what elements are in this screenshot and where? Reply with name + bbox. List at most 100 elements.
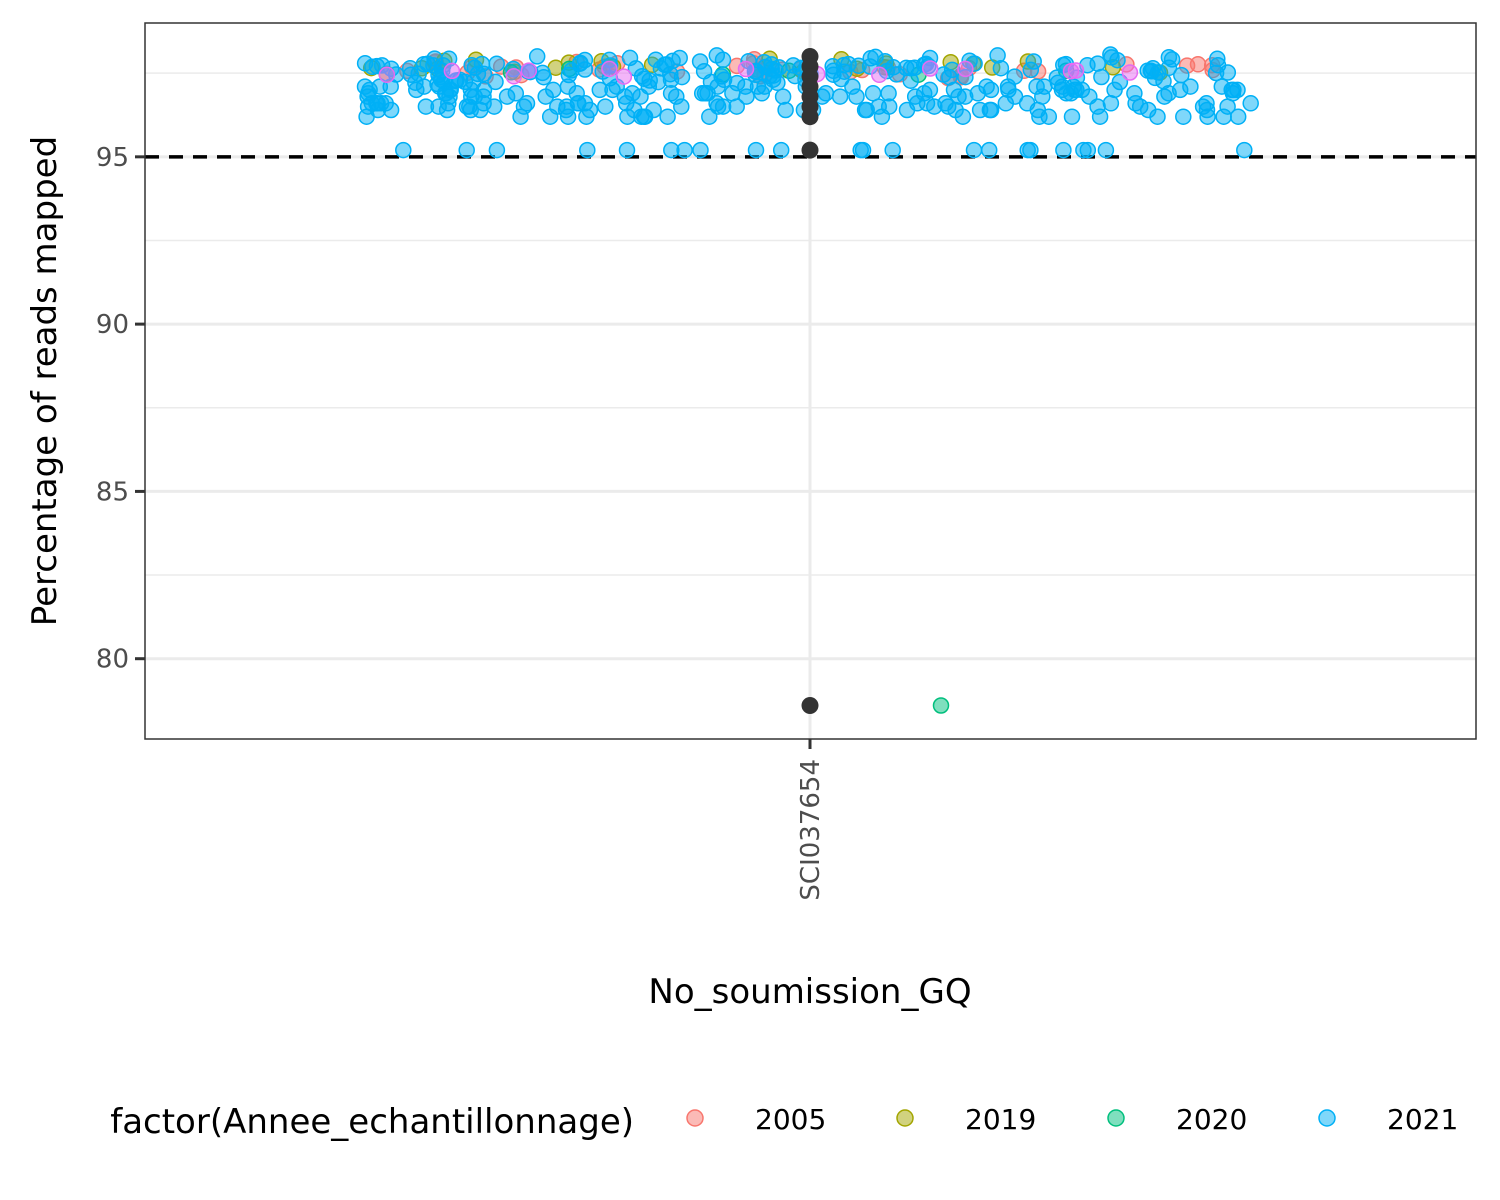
data-point-2021: [1209, 50, 1226, 68]
y-axis-title: Percentage of reads mapped: [25, 136, 65, 626]
data-point-2021: [1175, 108, 1192, 125]
data-point-2021: [401, 59, 419, 77]
data-point-2021: [965, 141, 983, 159]
data-point-other: [615, 68, 633, 85]
x-axis-ticks: SCI037654: [796, 739, 826, 901]
summary-points: [801, 48, 819, 714]
data-point-2021: [597, 98, 614, 115]
legend-label-2020: 2020: [1176, 1103, 1247, 1136]
data-point-2021: [753, 85, 771, 102]
data-point-other: [871, 66, 888, 84]
data-point-2021: [632, 88, 649, 105]
data-point-2021: [458, 141, 475, 159]
data-point-2021: [898, 101, 916, 119]
data-point-2021: [902, 72, 919, 89]
data-point-2021: [1219, 98, 1236, 115]
data-point-2021: [854, 141, 872, 159]
data-point-2021: [1229, 81, 1246, 99]
data-point-2021: [728, 98, 745, 115]
y-tick-label: 95: [96, 143, 129, 173]
data-point-2021: [408, 81, 425, 99]
data-point-2021: [673, 98, 690, 115]
data-point-2021: [714, 98, 732, 115]
data-point-2020: [932, 697, 950, 714]
data-point-2021: [635, 108, 653, 125]
data-point-2021: [926, 98, 943, 115]
data-point-2021: [982, 81, 1000, 99]
data-point-2021: [856, 101, 874, 119]
legend-label-2019: 2019: [965, 1103, 1036, 1136]
data-point-2021: [673, 68, 691, 86]
data-point-2021: [604, 81, 621, 99]
data-point-2021: [458, 98, 476, 115]
data-point-other: [601, 60, 618, 78]
legend-key-2005: [686, 1109, 704, 1127]
data-point-2021: [692, 141, 709, 159]
data-point-2021: [1102, 46, 1119, 63]
data-point-2021: [1131, 98, 1149, 115]
data-point-2021: [441, 88, 458, 105]
y-tick-label: 85: [96, 477, 129, 507]
data-point-2021: [1229, 108, 1247, 125]
legend-label-2005: 2005: [755, 1103, 826, 1136]
data-point-2021: [1019, 141, 1036, 159]
data-point-2021: [578, 108, 595, 125]
data-point-other: [505, 68, 523, 85]
data-point-2021: [621, 49, 639, 67]
data-point-other: [921, 60, 939, 77]
data-point-2021: [1055, 141, 1072, 159]
summary-point: [801, 697, 819, 714]
data-point-2021: [528, 48, 546, 65]
data-point-2021: [1106, 81, 1123, 99]
data-point-2021: [417, 98, 435, 115]
data-point-2021: [647, 51, 665, 68]
data-point-2021: [671, 49, 688, 67]
data-point-2021: [1102, 95, 1120, 112]
data-point-2021: [1075, 141, 1092, 159]
y-tick-label: 80: [96, 645, 129, 675]
x-tick-label: SCI037654: [796, 759, 826, 901]
data-point-2021: [1194, 98, 1212, 115]
legend-key-2019: [896, 1109, 914, 1127]
data-point-2021: [576, 51, 594, 69]
data-point-2021: [980, 141, 998, 159]
data-point-2021: [772, 141, 790, 159]
data-point-2021: [487, 73, 504, 91]
data-point-2021: [708, 47, 726, 64]
data-point-2021: [1089, 98, 1106, 115]
data-point-2021: [485, 98, 503, 115]
data-point-2021: [989, 47, 1006, 64]
data-point-2021: [981, 101, 999, 119]
data-point-2021: [1149, 108, 1166, 125]
data-point-2021: [738, 88, 755, 105]
data-point-2021: [1146, 69, 1164, 87]
data-point-2021: [1031, 108, 1048, 125]
data-point-2021: [619, 108, 636, 125]
data-point-2021: [618, 141, 636, 159]
data-point-2021: [659, 108, 676, 125]
data-point-2021: [676, 141, 693, 159]
data-point-2021: [616, 88, 634, 105]
data-point-2021: [498, 88, 516, 105]
data-point-other: [1121, 64, 1139, 81]
y-tick-label: 90: [96, 310, 129, 340]
data-point-2021: [515, 98, 533, 115]
data-point-2021: [777, 101, 794, 119]
data-point-2021: [1242, 95, 1259, 112]
data-point-other: [378, 66, 396, 84]
data-point-2021: [1160, 48, 1178, 66]
data-point-2021: [466, 59, 484, 77]
summary-point: [801, 141, 819, 159]
legend-key-2020: [1107, 1109, 1125, 1127]
data-point-2021: [1236, 141, 1253, 159]
summary-point: [801, 108, 819, 126]
data-point-other: [520, 62, 538, 79]
data-point-2021: [867, 48, 884, 66]
data-point-2021: [693, 85, 711, 102]
data-point-2021: [870, 98, 887, 115]
data-point-2021: [954, 108, 972, 125]
data-point-2021: [535, 68, 552, 86]
data-point-2021: [774, 88, 792, 105]
data-point-2021: [1006, 88, 1024, 105]
